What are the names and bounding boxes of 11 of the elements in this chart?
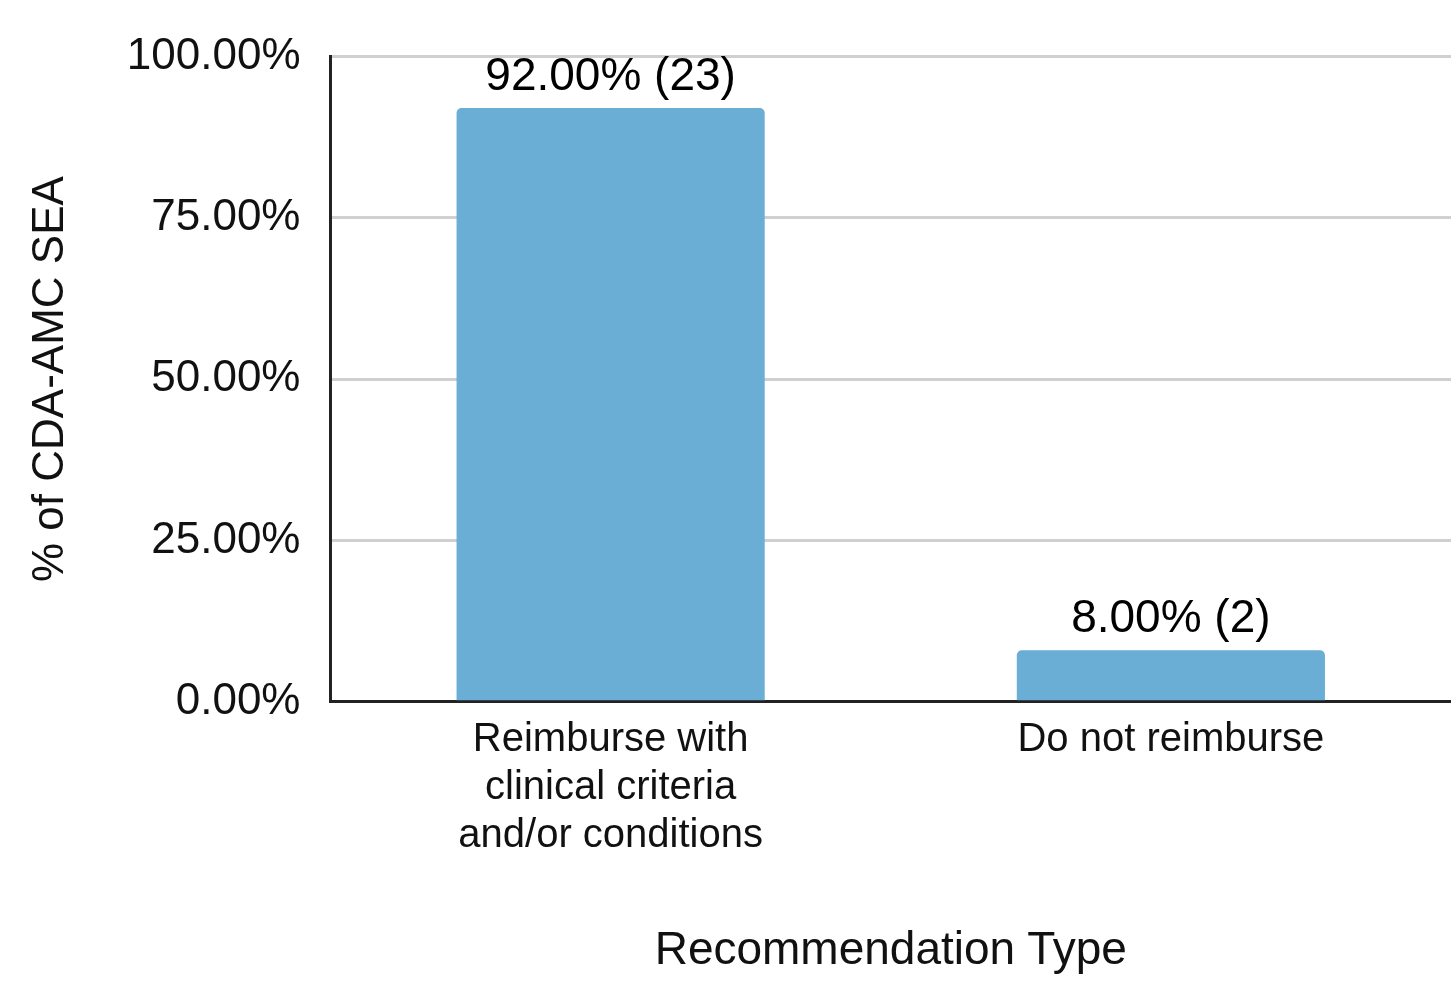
y-axis-title: % of CDA-AMC SEA [22, 175, 72, 583]
y-tick-label: 100.00% [126, 28, 301, 78]
y-tick-label: 50.00% [151, 351, 301, 401]
y-tick-label: 75.00% [151, 189, 301, 239]
data-label: 8.00% (2) [1071, 589, 1271, 642]
x-tick-label: Do not reimburse [1017, 714, 1325, 759]
x-tick-label: Reimburse with clinical criteria and/or conditions [458, 714, 763, 855]
y-tick-label: 25.00% [151, 512, 301, 562]
y-tick-label: 0.00% [175, 673, 301, 723]
data-label: 92.00% (23) [485, 47, 736, 100]
x-axis-title: Recommendation Type [654, 922, 1127, 975]
